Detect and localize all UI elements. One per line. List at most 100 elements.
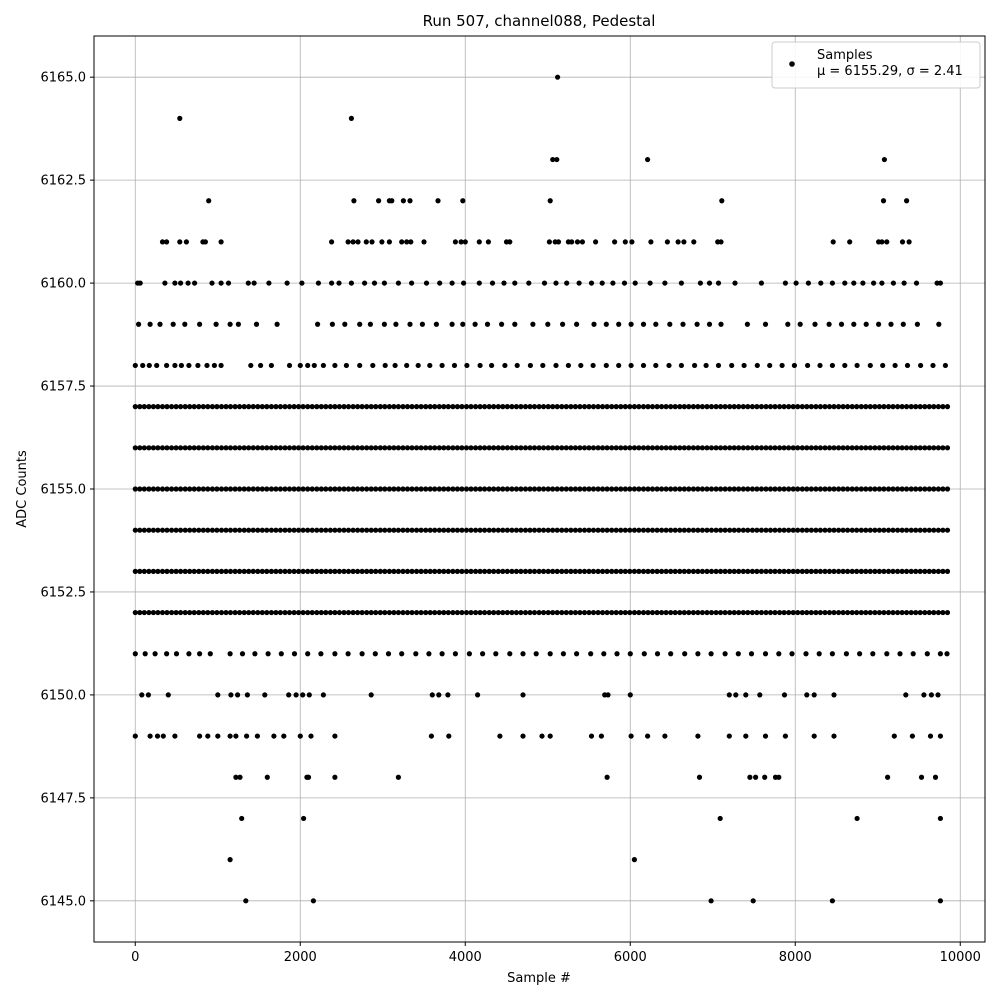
- data-point: [150, 609, 156, 616]
- data-point: [808, 609, 814, 616]
- data-point: [497, 733, 503, 739]
- data-point: [395, 486, 401, 492]
- data-point: [450, 486, 456, 492]
- data-point: [799, 527, 805, 533]
- data-point: [491, 486, 497, 492]
- data-point: [817, 404, 824, 410]
- data-point: [209, 445, 215, 451]
- data-point: [609, 445, 615, 451]
- data-point: [159, 239, 166, 245]
- data-point: [332, 404, 338, 410]
- data-point: [187, 486, 193, 492]
- data-point: [300, 445, 306, 451]
- data-point: [196, 445, 202, 451]
- data-point: [831, 733, 837, 739]
- data-point: [209, 486, 215, 492]
- data-point: [622, 486, 628, 492]
- data-point: [327, 445, 333, 451]
- data-point: [867, 445, 873, 451]
- data-point: [922, 445, 928, 451]
- data-point: [740, 445, 746, 451]
- data-point: [191, 568, 197, 574]
- data-point: [922, 527, 928, 533]
- data-point: [350, 486, 356, 492]
- data-point: [854, 362, 860, 369]
- data-point: [884, 651, 890, 657]
- data-point: [137, 280, 143, 286]
- data-point: [654, 404, 660, 410]
- data-point: [797, 321, 803, 327]
- data-point: [845, 404, 851, 410]
- data-point: [491, 609, 497, 616]
- data-point: [826, 404, 833, 410]
- data-point: [740, 486, 746, 492]
- data-point: [695, 486, 701, 492]
- data-point: [178, 404, 184, 410]
- data-point: [588, 733, 595, 739]
- data-point: [867, 486, 873, 492]
- data-point: [795, 404, 801, 410]
- data-point: [677, 486, 683, 492]
- data-point: [904, 609, 910, 616]
- data-point: [890, 568, 896, 574]
- data-point: [829, 898, 836, 904]
- data-point: [795, 609, 801, 616]
- data-point: [595, 445, 601, 451]
- data-point: [793, 280, 799, 286]
- data-point: [876, 445, 883, 451]
- data-point: [132, 486, 138, 492]
- data-point: [772, 404, 778, 410]
- data-point: [182, 609, 188, 616]
- data-point: [368, 692, 374, 698]
- data-point: [246, 527, 252, 533]
- data-point: [314, 404, 320, 410]
- data-point: [699, 568, 706, 574]
- data-point: [409, 568, 415, 574]
- data-point: [858, 445, 864, 451]
- data-point: [808, 404, 814, 410]
- data-point: [817, 486, 824, 492]
- data-point: [813, 404, 819, 410]
- data-point: [718, 239, 724, 245]
- data-point: [645, 404, 651, 410]
- data-point: [235, 321, 241, 327]
- data-point: [513, 609, 520, 616]
- data-point: [407, 198, 413, 204]
- data-point: [286, 609, 293, 616]
- data-point: [132, 568, 138, 574]
- data-point: [559, 568, 565, 574]
- data-point: [590, 568, 597, 574]
- data-point: [892, 362, 898, 369]
- data-point: [609, 527, 615, 533]
- data-point: [436, 692, 442, 698]
- data-point: [162, 280, 168, 286]
- data-point: [509, 445, 515, 451]
- data-point: [137, 527, 143, 533]
- data-point: [681, 568, 687, 574]
- data-point: [590, 609, 597, 616]
- data-point: [191, 486, 197, 492]
- data-point: [305, 568, 311, 574]
- data-point: [640, 527, 647, 533]
- data-point: [486, 527, 492, 533]
- data-point: [197, 321, 203, 327]
- data-point: [291, 609, 297, 616]
- y-tick-label: 6165.0: [41, 71, 87, 86]
- data-point: [336, 609, 342, 616]
- data-point: [187, 609, 193, 616]
- data-point: [262, 692, 268, 698]
- data-point: [200, 486, 206, 492]
- data-point: [536, 404, 542, 410]
- data-point: [813, 486, 819, 492]
- data-point: [463, 404, 470, 410]
- data-point: [777, 404, 783, 410]
- data-point: [177, 115, 183, 121]
- data-point: [445, 568, 451, 574]
- data-point: [604, 568, 610, 574]
- data-point: [259, 568, 265, 574]
- data-point: [668, 404, 674, 410]
- data-point: [662, 280, 668, 286]
- data-point: [200, 527, 206, 533]
- data-point: [445, 527, 451, 533]
- data-point: [355, 486, 361, 492]
